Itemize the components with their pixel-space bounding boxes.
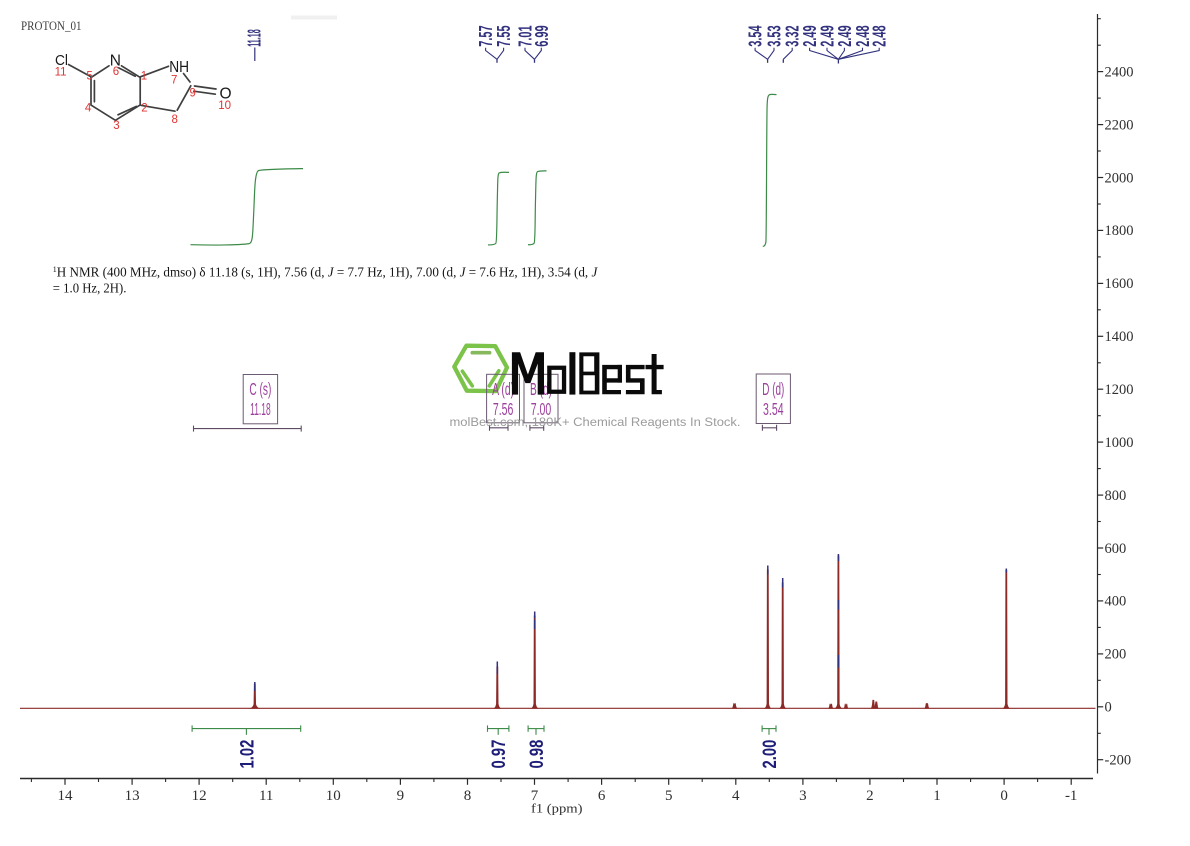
svg-text:-200: -200 bbox=[1105, 753, 1132, 769]
svg-text:O: O bbox=[219, 86, 231, 103]
svg-text:1.02: 1.02 bbox=[236, 740, 258, 769]
svg-text:10: 10 bbox=[218, 100, 231, 112]
svg-text:7.56: 7.56 bbox=[493, 399, 514, 419]
svg-text:PROTON_01: PROTON_01 bbox=[21, 19, 82, 33]
svg-text:11: 11 bbox=[55, 66, 67, 78]
svg-text:1400: 1400 bbox=[1105, 329, 1134, 345]
svg-text:7.57: 7.57 bbox=[476, 25, 496, 46]
svg-text:2200: 2200 bbox=[1105, 117, 1134, 133]
svg-text:400: 400 bbox=[1105, 594, 1127, 610]
svg-text:11.18: 11.18 bbox=[250, 399, 271, 419]
svg-text:600: 600 bbox=[1105, 541, 1127, 557]
svg-text:7: 7 bbox=[531, 788, 539, 804]
svg-text:4: 4 bbox=[85, 103, 92, 115]
svg-text:1600: 1600 bbox=[1105, 276, 1134, 292]
svg-text:D (d): D (d) bbox=[762, 379, 784, 399]
svg-text:3.32: 3.32 bbox=[783, 25, 803, 46]
svg-text:Cl: Cl bbox=[55, 52, 68, 69]
svg-text:11: 11 bbox=[259, 788, 273, 804]
svg-text:1H NMR (400 MHz, dmso) δ 11.18: 1H NMR (400 MHz, dmso) δ 11.18 (s, 1H), … bbox=[53, 264, 598, 281]
svg-text:7.01: 7.01 bbox=[516, 25, 536, 46]
svg-text:5: 5 bbox=[86, 71, 92, 83]
svg-text:1200: 1200 bbox=[1105, 382, 1134, 398]
svg-text:9: 9 bbox=[189, 87, 195, 99]
svg-text:0: 0 bbox=[1000, 788, 1008, 804]
svg-text:200: 200 bbox=[1105, 647, 1127, 663]
svg-text:1000: 1000 bbox=[1105, 435, 1134, 451]
svg-text:7.00: 7.00 bbox=[531, 399, 552, 419]
svg-text:2.48: 2.48 bbox=[870, 25, 890, 46]
svg-text:2: 2 bbox=[866, 788, 874, 804]
svg-text:8: 8 bbox=[171, 114, 177, 126]
svg-text:9: 9 bbox=[397, 788, 405, 804]
svg-text:3: 3 bbox=[113, 120, 119, 132]
svg-text:7: 7 bbox=[171, 75, 177, 87]
svg-text:2.49: 2.49 bbox=[835, 25, 855, 46]
svg-text:f1 (ppm): f1 (ppm) bbox=[531, 801, 583, 816]
svg-text:12: 12 bbox=[192, 788, 207, 804]
svg-text:1800: 1800 bbox=[1105, 223, 1134, 239]
svg-text:1: 1 bbox=[933, 788, 941, 804]
svg-text:2.00: 2.00 bbox=[759, 740, 781, 769]
svg-text:-1: -1 bbox=[1065, 788, 1078, 804]
svg-text:6.99: 6.99 bbox=[532, 25, 552, 46]
svg-text:2000: 2000 bbox=[1105, 170, 1134, 186]
svg-text:13: 13 bbox=[125, 788, 140, 804]
svg-text:6: 6 bbox=[113, 66, 119, 78]
svg-text:10: 10 bbox=[326, 788, 341, 804]
svg-text:11.18: 11.18 bbox=[245, 29, 265, 47]
svg-text:7.55: 7.55 bbox=[494, 25, 514, 46]
svg-text:N: N bbox=[110, 53, 121, 70]
svg-text:molBest.com, 180K+ Chemical Re: molBest.com, 180K+ Chemical Reagents In … bbox=[450, 415, 741, 429]
svg-text:2400: 2400 bbox=[1105, 64, 1134, 80]
svg-text:5: 5 bbox=[665, 788, 673, 804]
svg-text:0.97: 0.97 bbox=[488, 740, 510, 769]
svg-text:C (s): C (s) bbox=[249, 379, 271, 399]
svg-text:3: 3 bbox=[799, 788, 807, 804]
svg-text:2.49: 2.49 bbox=[800, 25, 820, 46]
svg-text:3.54: 3.54 bbox=[746, 25, 766, 46]
svg-text:3.54: 3.54 bbox=[763, 399, 784, 419]
svg-text:4: 4 bbox=[732, 788, 740, 804]
svg-text:2.49: 2.49 bbox=[818, 25, 838, 46]
svg-text:= 1.0 Hz, 2H).: = 1.0 Hz, 2H). bbox=[53, 281, 127, 296]
svg-text:800: 800 bbox=[1105, 488, 1127, 504]
svg-text:A (d): A (d) bbox=[492, 379, 514, 399]
svg-text:2: 2 bbox=[141, 103, 147, 115]
svg-text:8: 8 bbox=[464, 788, 472, 804]
svg-text:2.48: 2.48 bbox=[853, 25, 873, 46]
svg-text:NH: NH bbox=[169, 59, 189, 76]
svg-text:0.98: 0.98 bbox=[526, 740, 548, 769]
svg-text:6: 6 bbox=[598, 788, 606, 804]
svg-text:3.53: 3.53 bbox=[765, 25, 785, 46]
svg-text:14: 14 bbox=[58, 788, 74, 804]
svg-text:1: 1 bbox=[141, 71, 147, 83]
svg-text:0: 0 bbox=[1105, 700, 1112, 716]
